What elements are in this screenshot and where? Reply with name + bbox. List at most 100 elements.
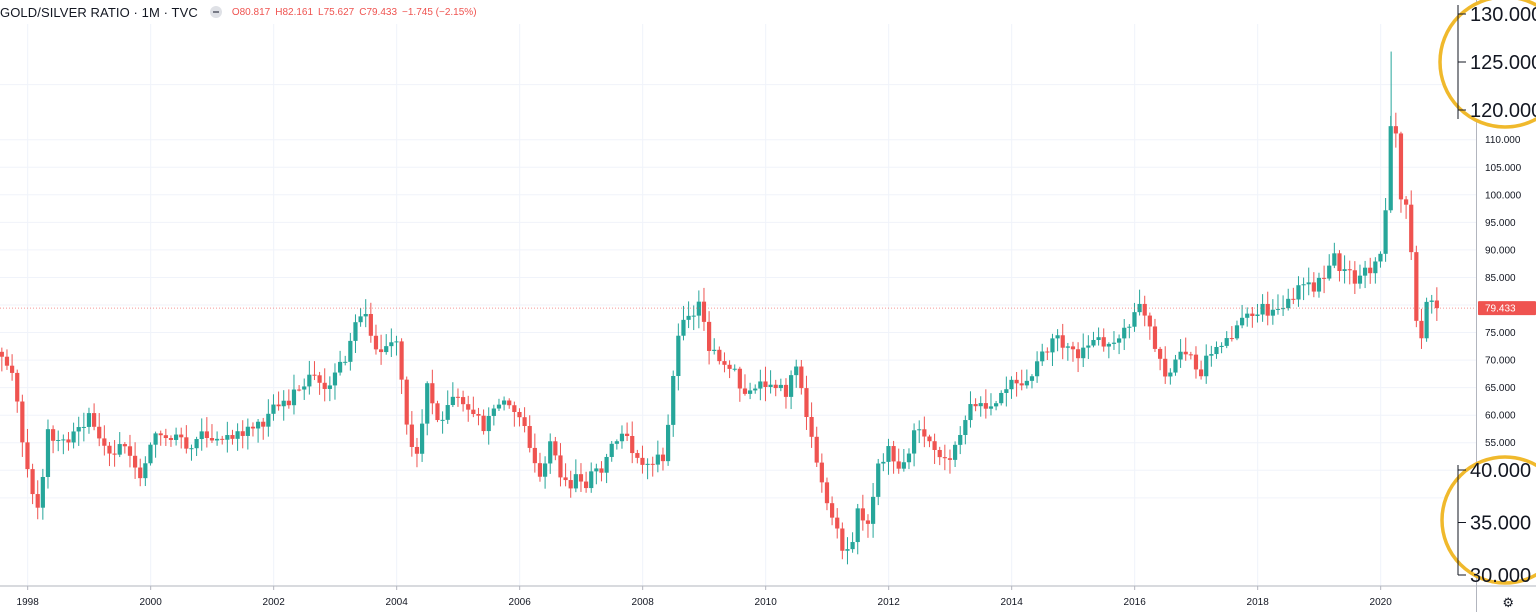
candle-body — [1086, 345, 1091, 348]
candle-body — [1245, 313, 1250, 318]
candle-body — [440, 419, 445, 421]
candle-body — [1270, 309, 1275, 316]
magnified-tick-label: 130.000 — [1470, 4, 1536, 26]
candle-body — [645, 463, 650, 465]
x-tick-label: 2010 — [755, 597, 778, 608]
candle-body — [1193, 354, 1199, 370]
y-tick-label: 55.000 — [1485, 438, 1516, 449]
candle-body — [1419, 320, 1424, 339]
candle-body — [168, 438, 174, 440]
candle-body — [1286, 298, 1291, 309]
candle-body — [414, 446, 420, 454]
candle-body — [1424, 301, 1429, 339]
candle-body — [312, 374, 317, 376]
candle-body — [799, 366, 804, 389]
candle-body — [481, 415, 486, 432]
candle-body — [906, 453, 912, 463]
candle-body — [640, 457, 645, 465]
candle-body — [1050, 338, 1055, 353]
candle-body — [50, 429, 56, 441]
symbol-title[interactable]: GOLD/SILVER RATIO · 1M · TVC — [0, 4, 198, 20]
candle-body — [865, 520, 871, 524]
candle-body — [1383, 210, 1388, 254]
candle-body — [255, 421, 261, 429]
candle-body — [978, 403, 983, 407]
candle-body — [783, 384, 789, 397]
candle-body — [394, 341, 399, 343]
candle-body — [271, 404, 276, 414]
candle-body — [686, 315, 691, 320]
candle-body — [604, 456, 609, 473]
candle-body — [235, 431, 240, 439]
ohlc-change: −1.745 (−2.15%) — [402, 6, 477, 18]
candle-body — [973, 404, 978, 407]
candle-body — [568, 480, 573, 489]
candle-body — [840, 528, 845, 551]
candle-body — [399, 341, 404, 380]
candle-body — [999, 392, 1004, 404]
candle-body — [650, 463, 655, 465]
y-tick-label: 70.000 — [1485, 356, 1516, 367]
candle-body — [81, 426, 86, 428]
candle-body — [1116, 338, 1122, 343]
candle-body — [681, 319, 686, 336]
candle-body — [1168, 372, 1173, 377]
candle-body — [409, 424, 414, 447]
candle-body — [245, 426, 250, 436]
candle-body — [153, 433, 158, 445]
candle-body — [1132, 312, 1137, 327]
candle-body — [404, 379, 409, 425]
candle-body — [45, 429, 51, 477]
last-price-label: 79.433 — [1485, 304, 1516, 315]
x-tick-label: 2020 — [1370, 597, 1393, 608]
candle-body — [163, 435, 168, 439]
candle-body — [296, 389, 302, 391]
candle-body — [758, 381, 763, 389]
candle-body — [594, 468, 599, 472]
candle-body — [343, 361, 348, 363]
candle-body — [1122, 327, 1127, 339]
candle-body — [1311, 282, 1316, 292]
candle-body — [747, 390, 753, 394]
y-tick-label: 100.000 — [1485, 190, 1522, 201]
candle-body — [1106, 343, 1111, 347]
candle-body — [1045, 351, 1050, 353]
candle-body — [696, 301, 701, 316]
candle-body — [460, 397, 466, 405]
x-tick-label: 2014 — [1001, 597, 1024, 608]
candle-body — [809, 416, 814, 437]
candle-body — [1137, 303, 1142, 313]
ohlc-low: L75.627 — [318, 6, 355, 18]
candle-body — [1060, 335, 1065, 348]
y-tick-label: 110.000 — [1485, 135, 1521, 146]
candle-body — [988, 406, 994, 409]
eye-icon[interactable] — [209, 6, 222, 18]
candle-body — [199, 431, 204, 440]
candle-body — [911, 430, 917, 454]
magnified-tick-label: 30.000 — [1470, 565, 1531, 587]
gear-icon[interactable]: ⚙ — [1502, 595, 1514, 610]
y-tick-label: 90.000 — [1485, 245, 1516, 256]
candle-body — [225, 435, 230, 440]
candle-body — [1296, 285, 1301, 300]
candle-body — [204, 431, 209, 439]
magnified-tick-label: 40.000 — [1470, 460, 1531, 482]
x-tick-label: 2008 — [632, 597, 655, 608]
candle-body — [983, 403, 988, 409]
candle-body — [963, 420, 968, 435]
candle-body — [9, 365, 15, 373]
candle-body — [614, 441, 619, 444]
candle-body — [624, 433, 630, 436]
candle-body — [56, 439, 61, 441]
candle-body — [763, 381, 768, 387]
candle-body — [829, 503, 835, 518]
candle-body — [353, 322, 358, 341]
candle-body — [1040, 351, 1045, 362]
candle-body — [1357, 275, 1363, 284]
candle-body — [727, 364, 732, 369]
candle-body — [814, 436, 819, 463]
candle-body — [676, 335, 681, 376]
candle-body — [117, 444, 122, 455]
candle-body — [850, 542, 855, 550]
